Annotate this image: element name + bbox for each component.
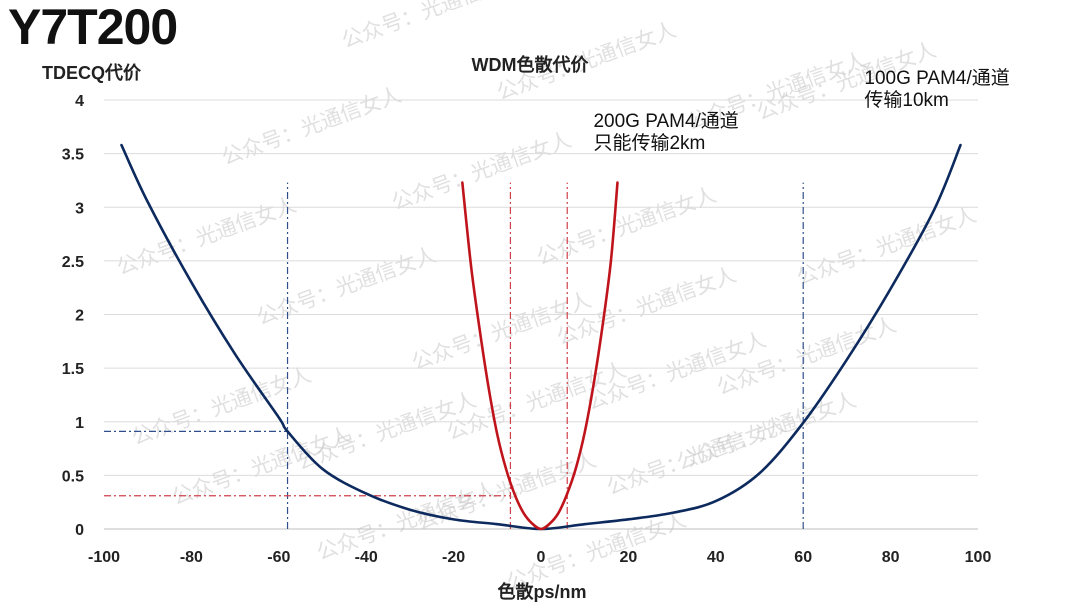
x-tick-label: -20 [442,549,465,566]
annotation-line: 100G PAM4/通道 [864,67,1009,89]
series-line-red [461,181,619,531]
annotation-line: 传输10km [864,89,948,111]
x-tick-label: 100 [965,549,992,566]
x-tick-label: -100 [88,549,120,566]
watermarks: 公众号：光通信女人公众号：光通信女人公众号：光通信女人公众号：光通信女人公众号：… [114,0,980,595]
y-tick-label: 0 [75,522,84,539]
watermark-text: 公众号：光通信女人 [129,363,315,450]
x-axis-label: 色散ps/nm [497,581,586,602]
y-tick-label: 2.5 [62,254,84,271]
page-title: Y7T200 [8,0,178,55]
annotation-100g: 100G PAM4/通道传输10km [864,67,1009,111]
x-tick-labels: -100 -80 -60 -40 -20 0 20 40 60 80 100 [88,549,991,566]
y-tick-label: 2 [75,308,84,325]
x-tick-label: -40 [355,549,378,566]
y-tick-label: 4 [75,93,84,110]
annotation-line: 200G PAM4/通道 [593,110,738,132]
reference-lines [104,182,804,529]
watermark-text: 公众号：光通信女人 [674,388,860,475]
x-tick-label: 20 [620,549,638,566]
watermark-text: 公众号：光通信女人 [169,423,355,510]
watermark-text: 公众号：光通信女人 [254,243,440,330]
annotation-line: 只能传输2km [593,132,705,154]
series-line-blue [120,143,962,531]
grid-lines [104,99,978,530]
annotations: 200G PAM4/通道只能传输2km 100G PAM4/通道传输10km [593,67,1009,154]
y-tick-label: 1 [75,415,84,432]
y-tick-label: 1.5 [62,361,84,378]
y-tick-label: 3 [75,200,84,217]
series-lines [120,143,962,531]
x-tick-label: -80 [180,549,203,566]
watermark-text: 公众号：光通信女人 [219,83,405,170]
y-tick-label: 3.5 [62,147,84,164]
x-tick-label: 60 [794,549,812,566]
watermark-text: 公众号：光通信女人 [414,448,600,535]
watermark-text: 公众号：光通信女人 [534,183,720,270]
y-axis-label: TDECQ代价 [42,63,142,83]
watermark-text: 公众号：光通信女人 [339,0,525,53]
annotation-200g: 200G PAM4/通道只能传输2km [593,110,738,154]
watermark-text: 公众号：光通信女人 [794,203,980,290]
x-tick-label: 80 [882,549,900,566]
watermark-text: 公众号：光通信女人 [389,128,575,215]
y-tick-label: 0.5 [62,468,84,485]
x-tick-label: -60 [267,549,290,566]
y-tick-labels: 0 0.5 1 1.5 2 2.5 3 3.5 4 [62,93,84,539]
x-tick-label: 40 [707,549,725,566]
x-tick-label: 0 [537,549,546,566]
chart-title: WDM色散代价 [472,54,590,75]
watermark-text: 公众号：光通信女人 [114,193,300,280]
